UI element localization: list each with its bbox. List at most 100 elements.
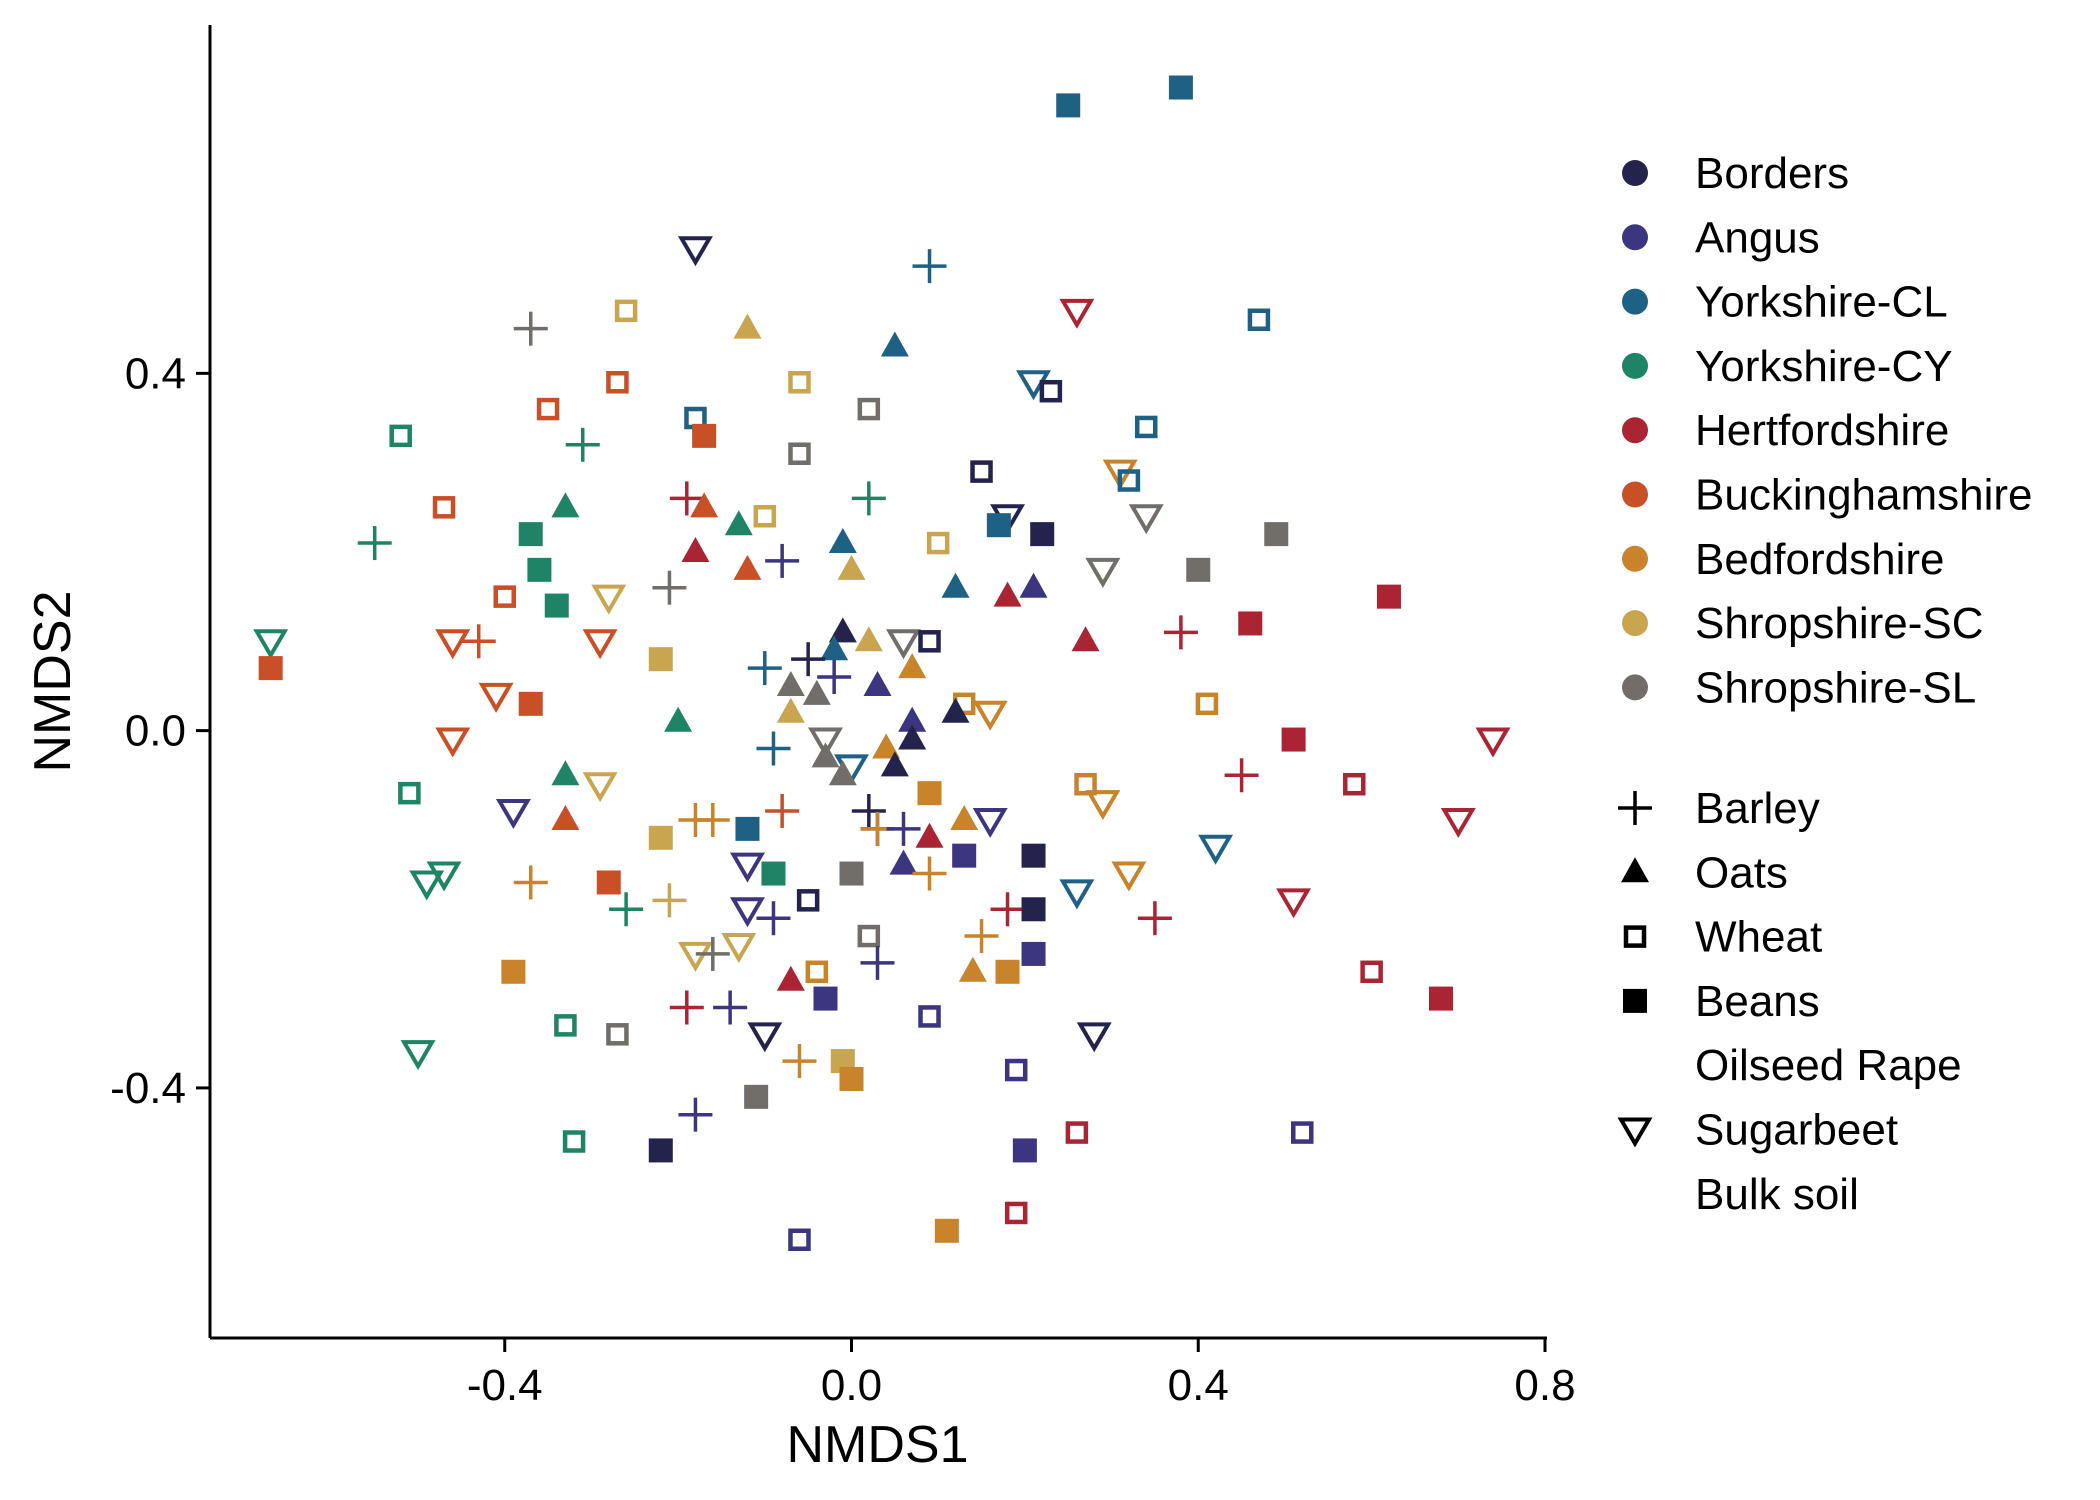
data-point <box>544 593 569 618</box>
data-point <box>1360 960 1383 984</box>
data-point <box>851 794 886 829</box>
data-point <box>747 1022 783 1053</box>
data-point <box>1021 897 1046 922</box>
data-point <box>606 371 629 394</box>
data-point <box>788 371 811 394</box>
data-point <box>1440 807 1476 838</box>
data-point <box>733 313 762 339</box>
data-point <box>918 1005 941 1028</box>
data-point <box>1056 93 1081 118</box>
data-point <box>1004 1058 1028 1082</box>
data-point <box>551 804 580 830</box>
data-point <box>357 526 392 561</box>
data-point <box>690 492 719 518</box>
legend-swatch-icon <box>1622 224 1648 251</box>
data-point <box>677 941 713 972</box>
data-point <box>435 629 471 660</box>
data-point <box>839 861 864 886</box>
legend-crop-label: Wheat <box>1695 913 1822 962</box>
data-point <box>753 505 777 528</box>
data-point <box>808 727 843 758</box>
axes: -0.4 0.0 0.4 0.8 -0.4 0.0 0.4 <box>110 25 1576 1410</box>
data-point <box>1343 772 1366 796</box>
data-point <box>551 760 580 786</box>
data-point <box>1074 772 1097 796</box>
legend-crops: Barley Oats Wheat Beans Oilseed Rape Sugarbee… <box>1617 784 1962 1219</box>
legend-shape-icon <box>1621 857 1649 883</box>
data-point <box>863 670 892 696</box>
legend-swatch-icon <box>1622 481 1648 508</box>
data-point <box>788 442 811 465</box>
data-point <box>839 1066 864 1091</box>
data-point <box>761 861 786 886</box>
data-point <box>669 481 704 516</box>
x-tick-label: 0.8 <box>1514 1361 1575 1410</box>
data-point <box>1019 572 1048 598</box>
data-point <box>493 585 516 608</box>
data-point <box>1039 379 1063 403</box>
data-point <box>669 990 704 1025</box>
data-point <box>756 901 791 936</box>
data-point <box>1004 1201 1028 1225</box>
legend-site-label: Borders <box>1695 149 1849 198</box>
data-point <box>756 731 791 766</box>
data-point <box>1085 557 1121 588</box>
x-tick-label: -0.4 <box>467 1361 543 1410</box>
data-point <box>744 1084 769 1109</box>
data-point <box>678 802 713 837</box>
legend-swatch-icon <box>1622 610 1648 637</box>
data-point <box>776 697 805 723</box>
data-point <box>1475 727 1511 758</box>
legend-shape-icon <box>1623 988 1647 1013</box>
data-points <box>253 75 1511 1251</box>
data-point <box>478 682 514 713</box>
data-point <box>1059 298 1095 329</box>
data-point <box>400 1040 436 1071</box>
data-point <box>253 629 289 660</box>
data-point <box>606 1023 629 1046</box>
data-point <box>1137 901 1172 936</box>
x-tick-label: 0.4 <box>1168 1361 1229 1410</box>
data-point <box>435 727 471 758</box>
data-point <box>1264 522 1289 547</box>
data-point <box>1163 615 1198 650</box>
legend-sites: Borders Angus Yorkshire-CL Yorkshire-CY Hert… <box>1622 149 2033 712</box>
data-point <box>565 427 600 462</box>
data-point <box>1186 557 1211 582</box>
data-point <box>735 816 760 841</box>
data-point <box>941 697 970 723</box>
data-point <box>648 1138 673 1163</box>
data-point <box>432 496 456 519</box>
data-point <box>912 856 947 891</box>
data-point <box>802 679 831 705</box>
data-point <box>409 870 445 901</box>
data-point <box>934 1218 959 1243</box>
legend-swatch-icon <box>1622 160 1648 186</box>
data-point <box>591 584 627 615</box>
legend-site-label: Shropshire-SC <box>1695 599 1984 648</box>
data-point <box>1059 879 1095 910</box>
data-point <box>880 751 909 777</box>
data-point <box>729 897 765 928</box>
data-point <box>1111 861 1147 892</box>
data-point <box>828 528 857 554</box>
data-point <box>695 936 730 971</box>
data-point <box>1065 1121 1089 1144</box>
data-point <box>1117 469 1141 492</box>
data-point <box>582 629 618 660</box>
legend-site-label: Buckinghamshire <box>1695 471 2033 520</box>
data-point <box>1198 834 1234 865</box>
data-point <box>495 799 531 829</box>
data-point <box>1247 308 1271 332</box>
data-point <box>596 870 621 895</box>
data-point <box>1238 611 1263 636</box>
data-point <box>1134 415 1158 439</box>
data-point <box>912 249 947 284</box>
legend-site-label: Angus <box>1695 213 1820 262</box>
data-point <box>958 956 987 982</box>
data-point <box>1281 727 1306 752</box>
data-point <box>765 543 800 578</box>
data-point <box>501 959 526 984</box>
data-point <box>733 554 762 580</box>
legend-site-label: Shropshire-SL <box>1695 663 1976 712</box>
